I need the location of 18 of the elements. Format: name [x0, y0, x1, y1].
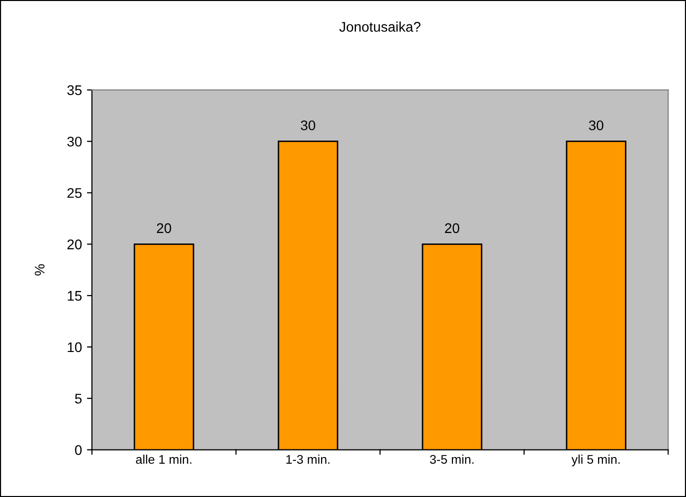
y-tick-label: 25 [67, 188, 82, 198]
data-label: 30 [588, 120, 604, 130]
chart-title: Jonotusaika? [339, 22, 420, 32]
y-tick-label: 5 [75, 394, 82, 404]
x-tick-label: alle 1 min. [136, 454, 192, 464]
y-axis-title: % [34, 264, 45, 276]
y-tick-label: 0 [75, 445, 82, 455]
y-tick-label: 10 [68, 342, 82, 352]
data-label: 20 [156, 223, 172, 234]
y-tick-label: 30 [67, 136, 82, 147]
x-tick-label: 1-3 min. [286, 454, 330, 464]
x-tick-label: yli 5 min. [572, 454, 620, 466]
y-tick-label: 15 [68, 291, 82, 301]
x-tick-label: 3-5 min. [430, 454, 474, 464]
y-tick-label: 20 [67, 240, 82, 250]
data-label: 30 [300, 120, 316, 130]
data-label: 20 [445, 223, 460, 234]
y-tick-label: 35 [67, 85, 82, 96]
